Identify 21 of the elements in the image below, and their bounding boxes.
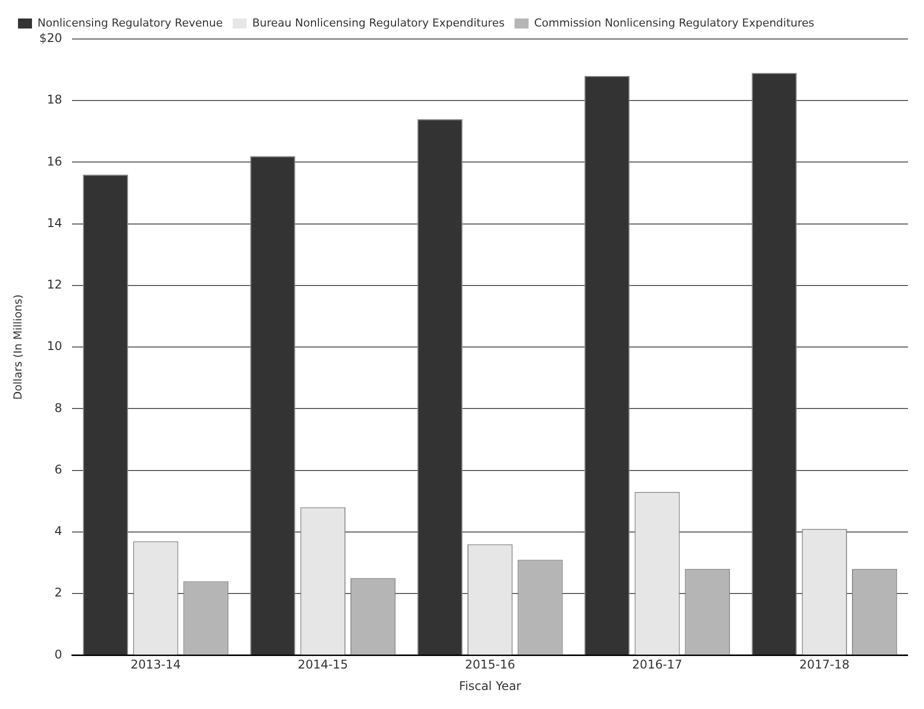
- legend-label: Nonlicensing Regulatory Revenue: [38, 16, 223, 30]
- x-tick-label: 2014-15: [298, 658, 348, 672]
- y-tick-label: 12: [46, 278, 62, 292]
- y-axis-title: Dollars (In Millions): [11, 294, 24, 400]
- y-tick-label: 4: [54, 524, 62, 538]
- x-tick-label: 2016-17: [632, 658, 682, 672]
- legend-label: Bureau Nonlicensing Regulatory Expenditures: [252, 16, 505, 30]
- legend-label: Commission Nonlicensing Regulatory Expenditures: [534, 16, 815, 30]
- y-tick-label: 16: [46, 154, 62, 168]
- x-tick-label: 2015-16: [464, 658, 516, 672]
- x-tick-label: 2017-18: [799, 658, 850, 672]
- y-tick-label: 2: [54, 586, 62, 600]
- x-axis-title: Fiscal Year: [458, 678, 522, 693]
- y-tick-label: $20: [39, 31, 62, 46]
- y-tick-label: 8: [54, 400, 62, 415]
- y-tick-label: 6: [54, 462, 62, 476]
- y-tick-label: 10: [46, 339, 62, 354]
- y-tick-label: 0: [54, 647, 62, 662]
- y-tick-label: 14: [46, 216, 62, 230]
- y-tick-label: 18: [46, 92, 62, 107]
- x-tick-label: 2013-14: [130, 658, 181, 672]
